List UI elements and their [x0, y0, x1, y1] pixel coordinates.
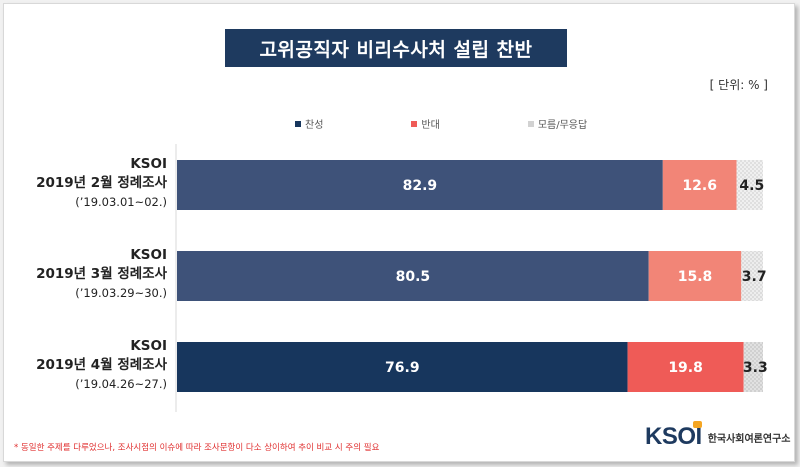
- data-label-unknown-0: 4.5: [739, 178, 764, 194]
- chart-title: 고위공직자 비리수사처 설립 찬반: [225, 29, 567, 67]
- logo-mark-text: KSOI: [645, 423, 702, 450]
- data-label-support-0: 82.9: [403, 178, 438, 194]
- category-period-0: (’19.03.01~02.): [75, 195, 167, 209]
- chart-title-text: 고위공직자 비리수사처 설립 찬반: [259, 38, 533, 61]
- data-label-unknown-1: 3.7: [742, 269, 767, 285]
- legend-swatch-support: [295, 120, 301, 127]
- category-org-2: KSOI: [130, 338, 167, 354]
- bar-support-0: [177, 160, 663, 210]
- logo-mark: KSOI: [645, 421, 702, 451]
- footnote: * 동일한 주제를 다루었으나, 조사시점의 이슈에 따라 조사문항이 다소 상…: [14, 443, 380, 453]
- legend-swatch-oppose: [411, 120, 418, 127]
- bar-unknown-tint-2: [743, 342, 763, 392]
- legend: 찬성 반대 모름/무응답: [295, 116, 587, 131]
- data-label-support-2: 76.9: [385, 360, 420, 376]
- bar-unknown-tint-1: [741, 251, 763, 301]
- bar-oppose-1: [648, 251, 742, 301]
- bar-oppose-0: [662, 160, 737, 210]
- data-label-support-1: 80.5: [396, 269, 431, 285]
- logo-text: 한국사회여론연구소: [707, 433, 791, 445]
- bar-support-2: [177, 342, 628, 392]
- category-survey-1: 2019년 3월 정례조사: [36, 265, 167, 282]
- bar-support-1: [177, 251, 649, 301]
- legend-swatch-unknown: [527, 120, 534, 127]
- legend-label-unknown: 모름/무응답: [537, 120, 588, 131]
- bar-unknown-tint-0: [736, 160, 763, 210]
- logo: KSOI 한국사회여론연구소: [645, 421, 791, 451]
- unit-label: [ 단위: % ]: [709, 78, 768, 92]
- legend-label-support: 찬성: [305, 120, 324, 131]
- legend-label-oppose: 반대: [421, 120, 440, 131]
- data-label-oppose-1: 15.8: [678, 269, 713, 285]
- legend-item-unknown: 모름/무응답: [527, 116, 588, 131]
- category-period-1: (’19.03.29~30.): [75, 286, 167, 300]
- data-label-unknown-2: 3.3: [743, 360, 768, 376]
- category-survey-0: 2019년 2월 정례조사: [36, 174, 167, 191]
- data-label-oppose-0: 12.6: [682, 178, 717, 194]
- category-period-2: (’19.04.26~27.): [75, 377, 167, 391]
- logo-dot: [692, 421, 702, 428]
- category-org-0: KSOI: [130, 156, 167, 172]
- category-survey-2: 2019년 4월 정례조사: [36, 356, 167, 373]
- category-org-1: KSOI: [130, 247, 167, 263]
- data-label-oppose-2: 19.8: [668, 360, 703, 376]
- legend-item-oppose: 반대: [411, 116, 440, 131]
- bar-oppose-2: [627, 342, 744, 392]
- legend-item-support: 찬성: [295, 116, 323, 131]
